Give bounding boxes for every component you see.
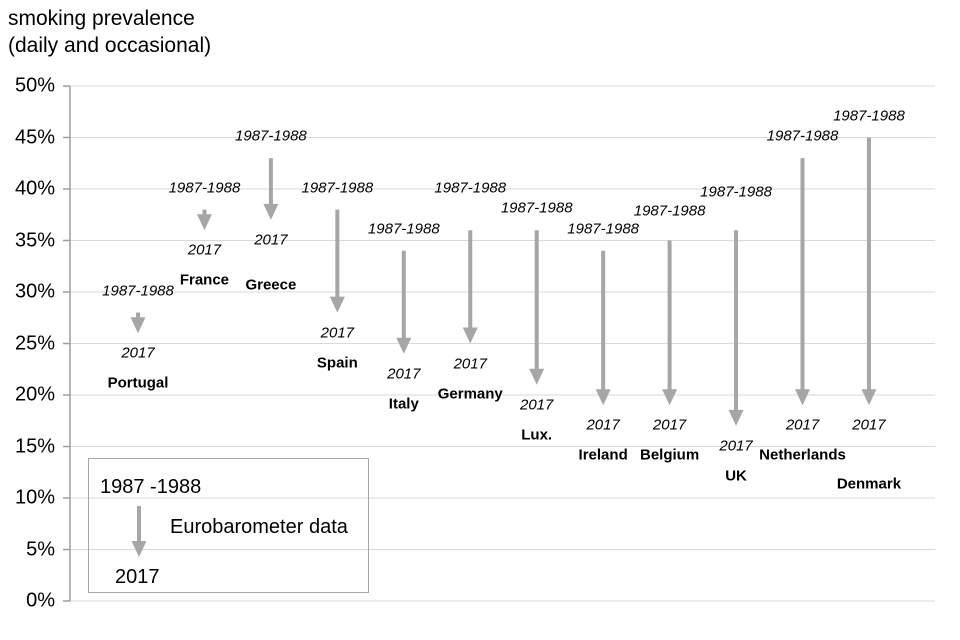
trend-arrow-head <box>196 214 212 231</box>
legend-end-period-label: 2017 <box>115 566 160 588</box>
chart-title-line1: smoking prevalence <box>8 7 195 30</box>
trend-arrow-head <box>795 389 810 406</box>
trend-arrow-head <box>462 327 478 344</box>
legend-source-label: Eurobarometer data <box>170 516 348 538</box>
chart-title-line2: (daily and occasional) <box>8 34 212 57</box>
legend-down-arrow-icon <box>131 506 147 557</box>
legend-start-period-label: 1987 -1988 <box>100 476 202 498</box>
trend-arrow-head <box>595 389 611 406</box>
trend-arrow-head <box>662 389 678 406</box>
trend-arrow-head <box>130 317 146 334</box>
trend-arrow-head <box>263 203 279 220</box>
legend-box: 1987 -1988 Eurobarometer data 2017 <box>88 458 369 593</box>
trend-arrow-head <box>861 389 877 406</box>
trend-arrow-head <box>728 409 744 426</box>
chart-title: smoking prevalence (daily and occasional… <box>8 5 211 59</box>
trend-arrow-head <box>396 337 412 354</box>
trend-arrow-head <box>329 296 345 313</box>
trend-arrow-head <box>529 368 545 385</box>
